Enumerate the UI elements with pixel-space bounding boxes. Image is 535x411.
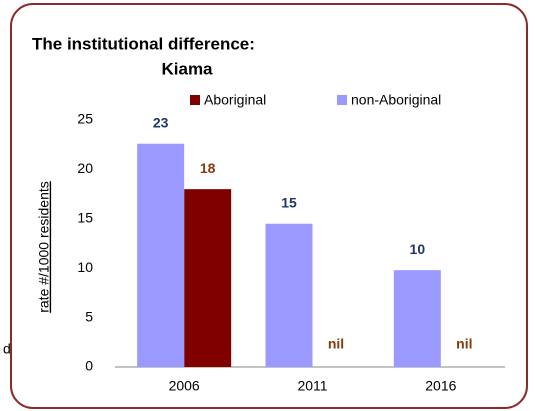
value-label: 15 — [281, 194, 297, 210]
value-label: 10 — [410, 241, 426, 257]
value-label: nil — [456, 336, 472, 352]
value-label: nil — [328, 336, 344, 352]
y-tick-label: 5 — [85, 308, 93, 324]
x-tick-label: 2011 — [297, 378, 327, 394]
bar — [137, 143, 185, 367]
y-tick-label: 25 — [77, 111, 93, 127]
legend-label: Aboriginal — [204, 92, 266, 108]
y-tick-label: 15 — [77, 210, 93, 226]
chart-title: The institutional difference: — [32, 34, 255, 53]
bar — [265, 223, 313, 367]
y-tick-label: 10 — [77, 259, 93, 275]
bar — [184, 189, 232, 367]
background-text: d — [3, 341, 11, 357]
y-axis-label: rate #/1000 residents — [36, 181, 52, 313]
legend-swatch — [190, 95, 200, 105]
value-label: 18 — [200, 160, 216, 176]
x-tick-label: 2006 — [169, 378, 200, 394]
y-tick-label: 0 — [85, 358, 93, 374]
bar — [393, 270, 441, 367]
y-tick-label: 20 — [77, 160, 93, 176]
value-label: 23 — [153, 114, 169, 130]
legend-swatch — [337, 95, 347, 105]
chart-title: Kiama — [161, 59, 213, 78]
x-tick-label: 2016 — [425, 378, 456, 394]
legend-label: non-Aboriginal — [351, 92, 441, 108]
